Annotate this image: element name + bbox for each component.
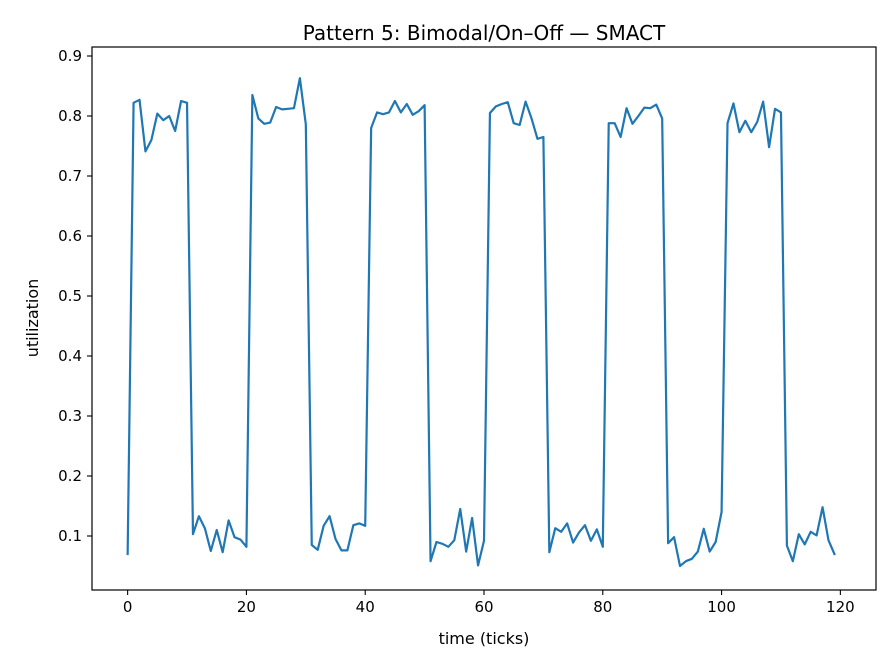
x-tick-label: 20: [237, 598, 256, 616]
x-tick-label: 80: [593, 598, 612, 616]
x-tick-label: 60: [474, 598, 493, 616]
series-line-0: [126, 77, 836, 568]
y-tick-label: 0.5: [58, 287, 82, 305]
x-axis-label: time (ticks): [439, 629, 530, 648]
series-layer: [126, 77, 836, 568]
y-tick-label: 0.7: [58, 167, 82, 185]
x-axis: 0 20 40 60 80 100 120: [123, 590, 855, 616]
x-tick-label: 40: [356, 598, 375, 616]
y-tick-label: 0.9: [58, 47, 82, 65]
x-tick-label: 100: [707, 598, 736, 616]
x-tick-label: 120: [826, 598, 855, 616]
y-tick-label: 0.2: [58, 467, 82, 485]
y-axis: 0.1 0.2 0.3 0.4 0.5 0.6 0.7 0.8 0.9: [58, 47, 92, 545]
chart-title: Pattern 5: Bimodal/On–Off — SMACT: [303, 21, 666, 45]
y-axis-label: utilization: [23, 279, 42, 358]
y-tick-label: 0.8: [58, 107, 82, 125]
y-tick-label: 0.1: [58, 527, 82, 545]
y-tick-label: 0.3: [58, 407, 82, 425]
y-tick-label: 0.6: [58, 227, 82, 245]
x-tick-label: 0: [123, 598, 133, 616]
y-tick-label: 0.4: [58, 347, 82, 365]
